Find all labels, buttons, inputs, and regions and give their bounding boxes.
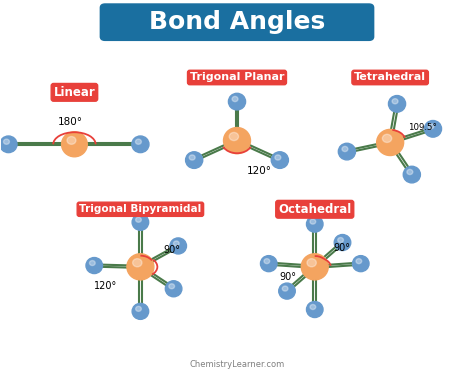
Text: 180°: 180° <box>58 117 83 127</box>
Ellipse shape <box>169 284 174 289</box>
Text: Tetrahedral: Tetrahedral <box>354 73 426 83</box>
Ellipse shape <box>342 146 348 151</box>
Ellipse shape <box>307 301 323 318</box>
Ellipse shape <box>383 134 392 142</box>
Ellipse shape <box>229 132 238 141</box>
Ellipse shape <box>334 234 351 251</box>
Ellipse shape <box>62 132 87 157</box>
Ellipse shape <box>424 120 442 137</box>
Ellipse shape <box>403 166 420 183</box>
Ellipse shape <box>228 93 246 110</box>
Text: ChemistryLearner.com: ChemistryLearner.com <box>190 360 284 369</box>
Ellipse shape <box>170 238 186 254</box>
Ellipse shape <box>271 152 288 168</box>
FancyBboxPatch shape <box>100 4 374 40</box>
Ellipse shape <box>301 254 328 280</box>
Text: Linear: Linear <box>54 86 95 99</box>
Ellipse shape <box>310 304 316 310</box>
Ellipse shape <box>261 255 277 272</box>
Ellipse shape <box>86 258 102 273</box>
Ellipse shape <box>132 303 149 319</box>
Text: Trigonal Planar: Trigonal Planar <box>190 73 284 83</box>
Ellipse shape <box>275 155 281 160</box>
Ellipse shape <box>392 99 398 104</box>
Ellipse shape <box>3 139 9 144</box>
Ellipse shape <box>0 136 17 153</box>
Ellipse shape <box>136 217 141 222</box>
Ellipse shape <box>90 261 95 266</box>
Text: Octahedral: Octahedral <box>278 203 351 216</box>
Ellipse shape <box>186 152 203 168</box>
Ellipse shape <box>282 286 288 291</box>
Ellipse shape <box>353 255 369 272</box>
Ellipse shape <box>189 155 195 160</box>
Ellipse shape <box>133 259 142 267</box>
Ellipse shape <box>173 241 179 246</box>
Ellipse shape <box>136 306 141 312</box>
Ellipse shape <box>307 216 323 232</box>
Ellipse shape <box>67 137 76 144</box>
Text: 90°: 90° <box>163 245 180 255</box>
Ellipse shape <box>356 259 362 264</box>
Text: 90°: 90° <box>279 272 296 282</box>
Text: Trigonal Bipyramidal: Trigonal Bipyramidal <box>79 204 201 214</box>
Ellipse shape <box>377 129 404 156</box>
Ellipse shape <box>338 143 356 160</box>
Ellipse shape <box>136 139 141 144</box>
Ellipse shape <box>224 128 250 154</box>
Ellipse shape <box>307 259 316 267</box>
Ellipse shape <box>279 283 295 299</box>
Ellipse shape <box>389 95 406 112</box>
Ellipse shape <box>428 124 434 129</box>
Ellipse shape <box>132 136 149 153</box>
Text: 120°: 120° <box>246 166 272 176</box>
Ellipse shape <box>264 259 270 264</box>
Ellipse shape <box>407 169 413 175</box>
Ellipse shape <box>127 254 154 280</box>
Text: 109.5°: 109.5° <box>408 123 437 132</box>
Ellipse shape <box>232 96 238 102</box>
Ellipse shape <box>310 219 316 224</box>
Ellipse shape <box>132 214 149 230</box>
Text: 90°: 90° <box>334 243 351 253</box>
Text: Bond Angles: Bond Angles <box>149 10 325 34</box>
Ellipse shape <box>338 237 344 242</box>
Ellipse shape <box>165 281 182 297</box>
Text: 120°: 120° <box>94 281 118 291</box>
